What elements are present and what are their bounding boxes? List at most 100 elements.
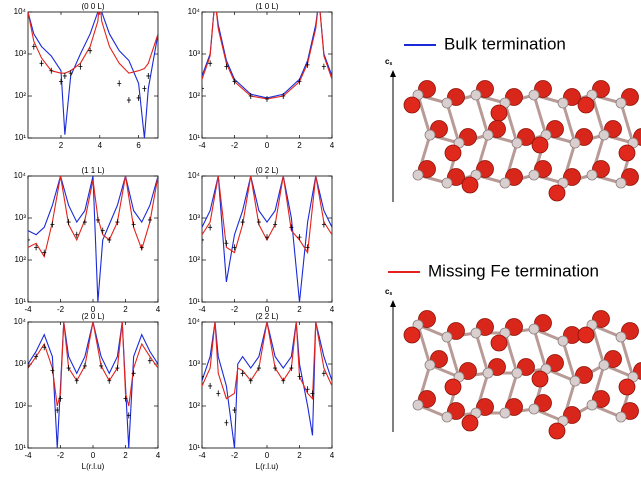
o-atom xyxy=(619,145,635,161)
fe-atom xyxy=(599,130,609,140)
data-point xyxy=(216,390,220,396)
o-atom xyxy=(462,177,478,193)
bond xyxy=(505,333,517,373)
o-atom xyxy=(404,327,420,343)
x-tick-label: -2 xyxy=(231,305,239,314)
o-atom xyxy=(445,145,461,161)
axis-subscript: s xyxy=(389,291,392,297)
data-point xyxy=(63,73,67,79)
x-tick-label: -2 xyxy=(231,451,239,460)
plot-area xyxy=(26,322,158,448)
data-point xyxy=(224,240,228,246)
fe-atom xyxy=(599,360,609,370)
x-tick-label: 4 xyxy=(156,305,161,314)
o-atom xyxy=(532,137,548,153)
data-point xyxy=(241,219,245,225)
o-atom xyxy=(462,415,478,431)
structure xyxy=(404,311,641,440)
bond xyxy=(534,329,546,369)
structure xyxy=(404,81,641,202)
bond xyxy=(476,95,488,135)
data-point xyxy=(241,370,245,376)
fe-atom xyxy=(587,400,597,410)
fe-atom xyxy=(587,170,597,180)
panel-title: (2 0 L) xyxy=(81,312,104,321)
arrow-head xyxy=(390,70,396,77)
arrow-head xyxy=(390,300,396,307)
data-point xyxy=(224,420,228,426)
data-point xyxy=(117,80,121,86)
fe-atom xyxy=(529,324,539,334)
o-atom xyxy=(445,379,461,395)
fe-atom xyxy=(442,178,452,188)
y-tick-label: 10² xyxy=(188,91,200,100)
data-point xyxy=(142,86,146,92)
bond xyxy=(592,325,604,365)
x-tick-label: -4 xyxy=(24,305,32,314)
x-tick-label: 0 xyxy=(265,451,270,460)
plot-area xyxy=(200,0,332,102)
bond xyxy=(592,95,604,135)
fe-atom xyxy=(570,376,580,386)
fe-atom xyxy=(529,90,539,100)
x-tick-label: -4 xyxy=(198,451,206,460)
data-point xyxy=(40,60,44,66)
o-atom xyxy=(404,97,420,113)
y-tick-label: 10⁴ xyxy=(14,317,27,326)
model-curve xyxy=(28,0,158,138)
plot-area xyxy=(200,322,332,448)
figure: (0 0 L)24610¹10²10³10⁴(1 0 L)-4-202410¹1… xyxy=(0,0,641,473)
data-point xyxy=(67,219,71,225)
x-tick-label: -2 xyxy=(57,451,65,460)
legend-label: Bulk termination xyxy=(444,34,566,53)
y-tick-label: 10² xyxy=(188,255,200,264)
panel-title: (2 2 L) xyxy=(255,312,278,321)
data-point xyxy=(249,93,253,99)
y-tick-label: 10² xyxy=(14,401,26,410)
x-tick-label: 4 xyxy=(330,141,335,150)
o-atom xyxy=(491,335,507,351)
bond xyxy=(621,103,633,143)
x-tick-label: 2 xyxy=(297,141,302,150)
data-point xyxy=(148,217,152,223)
x-tick-label: 4 xyxy=(98,141,103,150)
axis-label: cs xyxy=(385,57,392,67)
y-tick-label: 10¹ xyxy=(188,133,200,142)
o-atom xyxy=(549,185,565,201)
legend-label: Missing Fe termination xyxy=(428,261,599,280)
plot-area xyxy=(28,0,158,138)
x-tick-label: 2 xyxy=(123,451,128,460)
y-tick-label: 10¹ xyxy=(188,443,200,452)
fe-atom xyxy=(483,368,493,378)
fe-atom xyxy=(413,400,423,410)
axis-subscript: s xyxy=(389,61,392,67)
fe-atom xyxy=(500,408,510,418)
axis-label: cs xyxy=(385,287,392,297)
x-tick-label: 6 xyxy=(136,141,141,150)
x-axis-label: L(r.l.u) xyxy=(256,462,279,471)
y-tick-label: 10³ xyxy=(14,213,26,222)
bond xyxy=(418,95,430,135)
fe-atom xyxy=(529,404,539,414)
y-tick-label: 10¹ xyxy=(188,297,200,306)
y-tick-label: 10³ xyxy=(188,49,200,58)
plot-frame xyxy=(28,12,158,138)
x-tick-label: 0 xyxy=(91,451,96,460)
bond xyxy=(563,341,575,381)
fe-atom xyxy=(558,336,568,346)
panel-title: (0 2 L) xyxy=(255,166,278,175)
data-point xyxy=(26,237,30,243)
y-tick-label: 10⁴ xyxy=(14,171,27,180)
o-atom xyxy=(491,105,507,121)
x-tick-label: 2 xyxy=(297,305,302,314)
y-tick-label: 10³ xyxy=(14,359,26,368)
fe-atom xyxy=(442,332,452,342)
y-tick-label: 10² xyxy=(188,401,200,410)
data-point xyxy=(322,64,326,70)
data-point xyxy=(200,374,204,380)
x-tick-label: -2 xyxy=(57,305,65,314)
x-tick-label: 4 xyxy=(156,451,161,460)
x-tick-label: 4 xyxy=(330,451,335,460)
x-tick-label: 2 xyxy=(123,305,128,314)
x-tick-label: -4 xyxy=(198,141,206,150)
